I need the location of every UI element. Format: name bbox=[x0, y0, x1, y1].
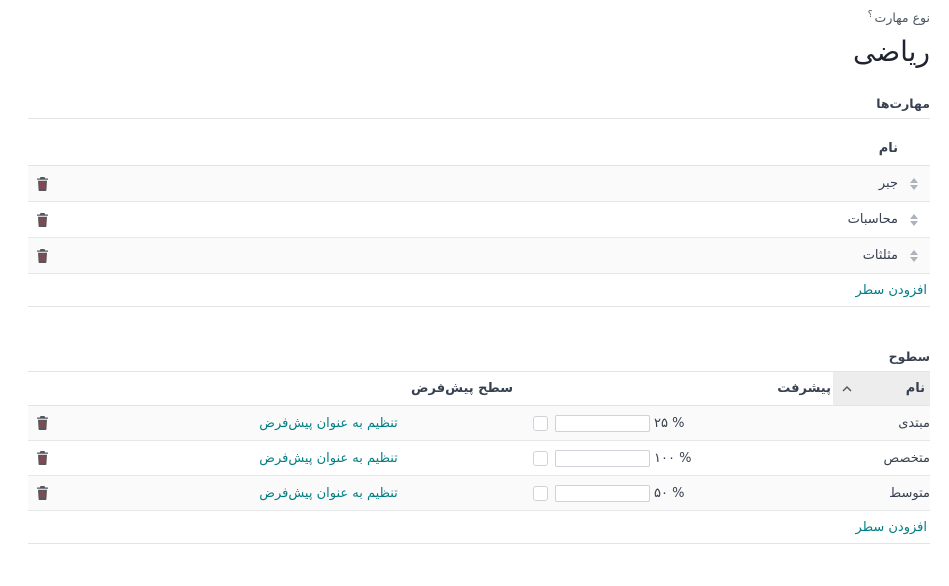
progress-value[interactable]: ۱۰۰ % bbox=[654, 450, 692, 466]
set-default-button[interactable]: تنظیم به عنوان پیش‌فرض bbox=[259, 485, 398, 501]
skill-name-cell[interactable]: محاسبات bbox=[847, 212, 898, 228]
progress-bar bbox=[555, 484, 650, 502]
table-row[interactable]: جبر bbox=[28, 166, 930, 203]
level-progress-cell[interactable]: ۵۰ % bbox=[555, 484, 833, 502]
progress-value[interactable]: ۲۵ % bbox=[654, 415, 685, 431]
level-progress-cell[interactable]: ۱۰۰ % bbox=[555, 449, 833, 467]
help-question-icon[interactable]: ؟ bbox=[867, 10, 873, 20]
levels-name-header-label: نام bbox=[905, 381, 925, 397]
delete-row-button[interactable] bbox=[34, 175, 51, 193]
default-level-checkbox[interactable] bbox=[533, 485, 548, 501]
drag-handle-icon[interactable] bbox=[910, 249, 918, 262]
skill-name-cell[interactable]: مثلثات bbox=[862, 248, 898, 264]
levels-section-label: سطوح bbox=[28, 349, 930, 373]
skill-type-form: نوع مهارت؟ ریاضی مهارت‌ها نام جبر محا bbox=[28, 0, 930, 545]
trash-icon bbox=[37, 248, 48, 263]
add-row-link[interactable]: افزودن سطر bbox=[855, 519, 927, 535]
delete-row-button[interactable] bbox=[34, 484, 51, 502]
delete-row-button[interactable] bbox=[34, 211, 51, 229]
set-default-button[interactable]: تنظیم به عنوان پیش‌فرض bbox=[259, 450, 398, 466]
skills-add-row: افزودن سطر bbox=[28, 274, 930, 308]
drag-handle-icon[interactable] bbox=[910, 213, 918, 226]
skills-name-column-header[interactable]: نام bbox=[878, 141, 898, 157]
level-name-cell[interactable]: متوسط bbox=[889, 485, 930, 501]
table-row[interactable]: مثلثات bbox=[28, 238, 930, 275]
level-name-cell[interactable]: متخصص bbox=[883, 450, 930, 466]
levels-name-column-header[interactable]: نام bbox=[833, 372, 930, 406]
default-level-checkbox[interactable] bbox=[533, 415, 548, 431]
default-level-checkbox[interactable] bbox=[533, 450, 548, 466]
skills-table: نام جبر محاسبات bbox=[28, 119, 930, 308]
delete-row-button[interactable] bbox=[34, 414, 51, 432]
skills-section-label: مهارت‌ها bbox=[28, 96, 930, 120]
sort-ascending-icon bbox=[842, 385, 852, 392]
add-row-link[interactable]: افزودن سطر bbox=[855, 282, 927, 298]
levels-table: نام پیشرفت سطح پیش‌فرض مبتدی ۲۵ % تنظیم … bbox=[28, 372, 930, 545]
levels-table-header: نام پیشرفت سطح پیش‌فرض bbox=[28, 372, 930, 407]
trash-icon bbox=[37, 176, 48, 191]
trash-icon bbox=[37, 416, 48, 431]
skills-table-header: نام bbox=[28, 119, 930, 167]
levels-default-column-header[interactable]: سطح پیش‌فرض bbox=[411, 381, 513, 397]
table-row[interactable]: محاسبات bbox=[28, 202, 930, 239]
level-progress-cell[interactable]: ۲۵ % bbox=[555, 414, 833, 432]
progress-value[interactable]: ۵۰ % bbox=[654, 485, 685, 501]
levels-add-row: افزودن سطر bbox=[28, 511, 930, 545]
table-row[interactable]: متخصص ۱۰۰ % تنظیم به عنوان پیش‌فرض bbox=[28, 441, 930, 477]
set-default-button[interactable]: تنظیم به عنوان پیش‌فرض bbox=[259, 415, 398, 431]
skill-type-label: نوع مهارت bbox=[874, 10, 930, 26]
delete-row-button[interactable] bbox=[34, 247, 51, 265]
levels-progress-column-header[interactable]: پیشرفت bbox=[777, 381, 831, 397]
page-title[interactable]: ریاضی bbox=[853, 35, 930, 69]
table-row[interactable]: متوسط ۵۰ % تنظیم به عنوان پیش‌فرض bbox=[28, 476, 930, 512]
delete-row-button[interactable] bbox=[34, 449, 51, 467]
level-name-cell[interactable]: مبتدی bbox=[898, 415, 930, 431]
progress-bar bbox=[555, 414, 650, 432]
trash-icon bbox=[37, 212, 48, 227]
table-row[interactable]: مبتدی ۲۵ % تنظیم به عنوان پیش‌فرض bbox=[28, 406, 930, 442]
field-label-skill-type: نوع مهارت؟ bbox=[28, 10, 930, 26]
drag-handle-icon[interactable] bbox=[910, 177, 918, 190]
delete-column-header bbox=[28, 372, 72, 405]
trash-icon bbox=[37, 451, 48, 466]
skill-name-cell[interactable]: جبر bbox=[878, 176, 898, 192]
trash-icon bbox=[37, 486, 48, 501]
progress-bar bbox=[555, 449, 650, 467]
